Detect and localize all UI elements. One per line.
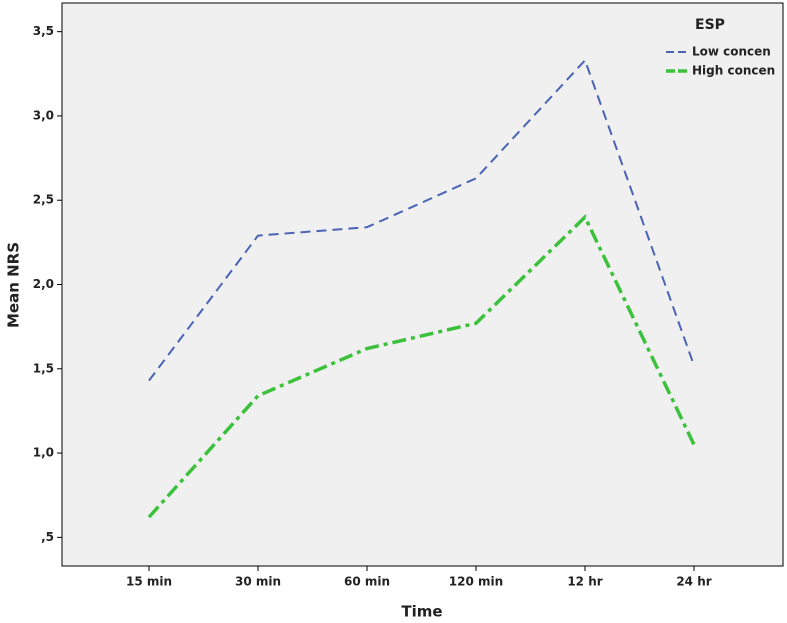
legend-label: Low concen [692,45,771,59]
x-tick-label: 12 hr [567,575,602,589]
y-tick-label: 3,0 [33,108,54,122]
x-tick-label: 24 hr [676,575,711,589]
legend-title: ESP [695,17,725,33]
x-tick-label: 15 min [126,575,172,589]
x-axis-label: Time [401,603,442,621]
plot-area [61,2,784,567]
x-tick-label: 120 min [449,575,503,589]
y-tick-label: 3,5 [33,24,54,38]
x-tick-label: 30 min [235,575,281,589]
line-series [147,214,696,519]
y-tick-label: 1,0 [33,446,54,460]
y-axis-label: Mean NRS [5,242,23,328]
line-series [148,58,695,382]
y-tick-label: ,5 [41,530,54,544]
x-tick-label: 60 min [344,575,390,589]
y-tick-label: 2,5 [33,193,54,207]
y-tick-label: 2,0 [33,277,54,291]
y-tick-label: 1,5 [33,361,54,375]
legend-label: High concen [692,64,775,78]
